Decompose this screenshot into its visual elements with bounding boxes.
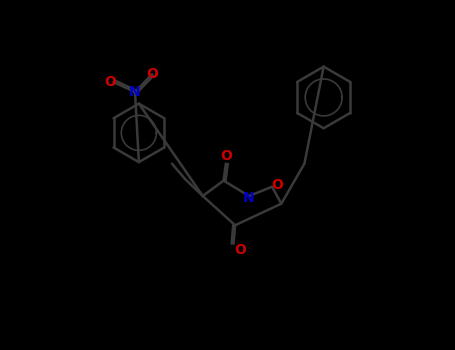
Text: N: N [243,190,255,204]
Text: O: O [146,67,158,81]
Text: O: O [105,75,116,89]
Text: N: N [129,85,141,99]
Text: O: O [234,243,246,257]
Text: O: O [220,149,232,163]
Text: O: O [271,178,283,192]
